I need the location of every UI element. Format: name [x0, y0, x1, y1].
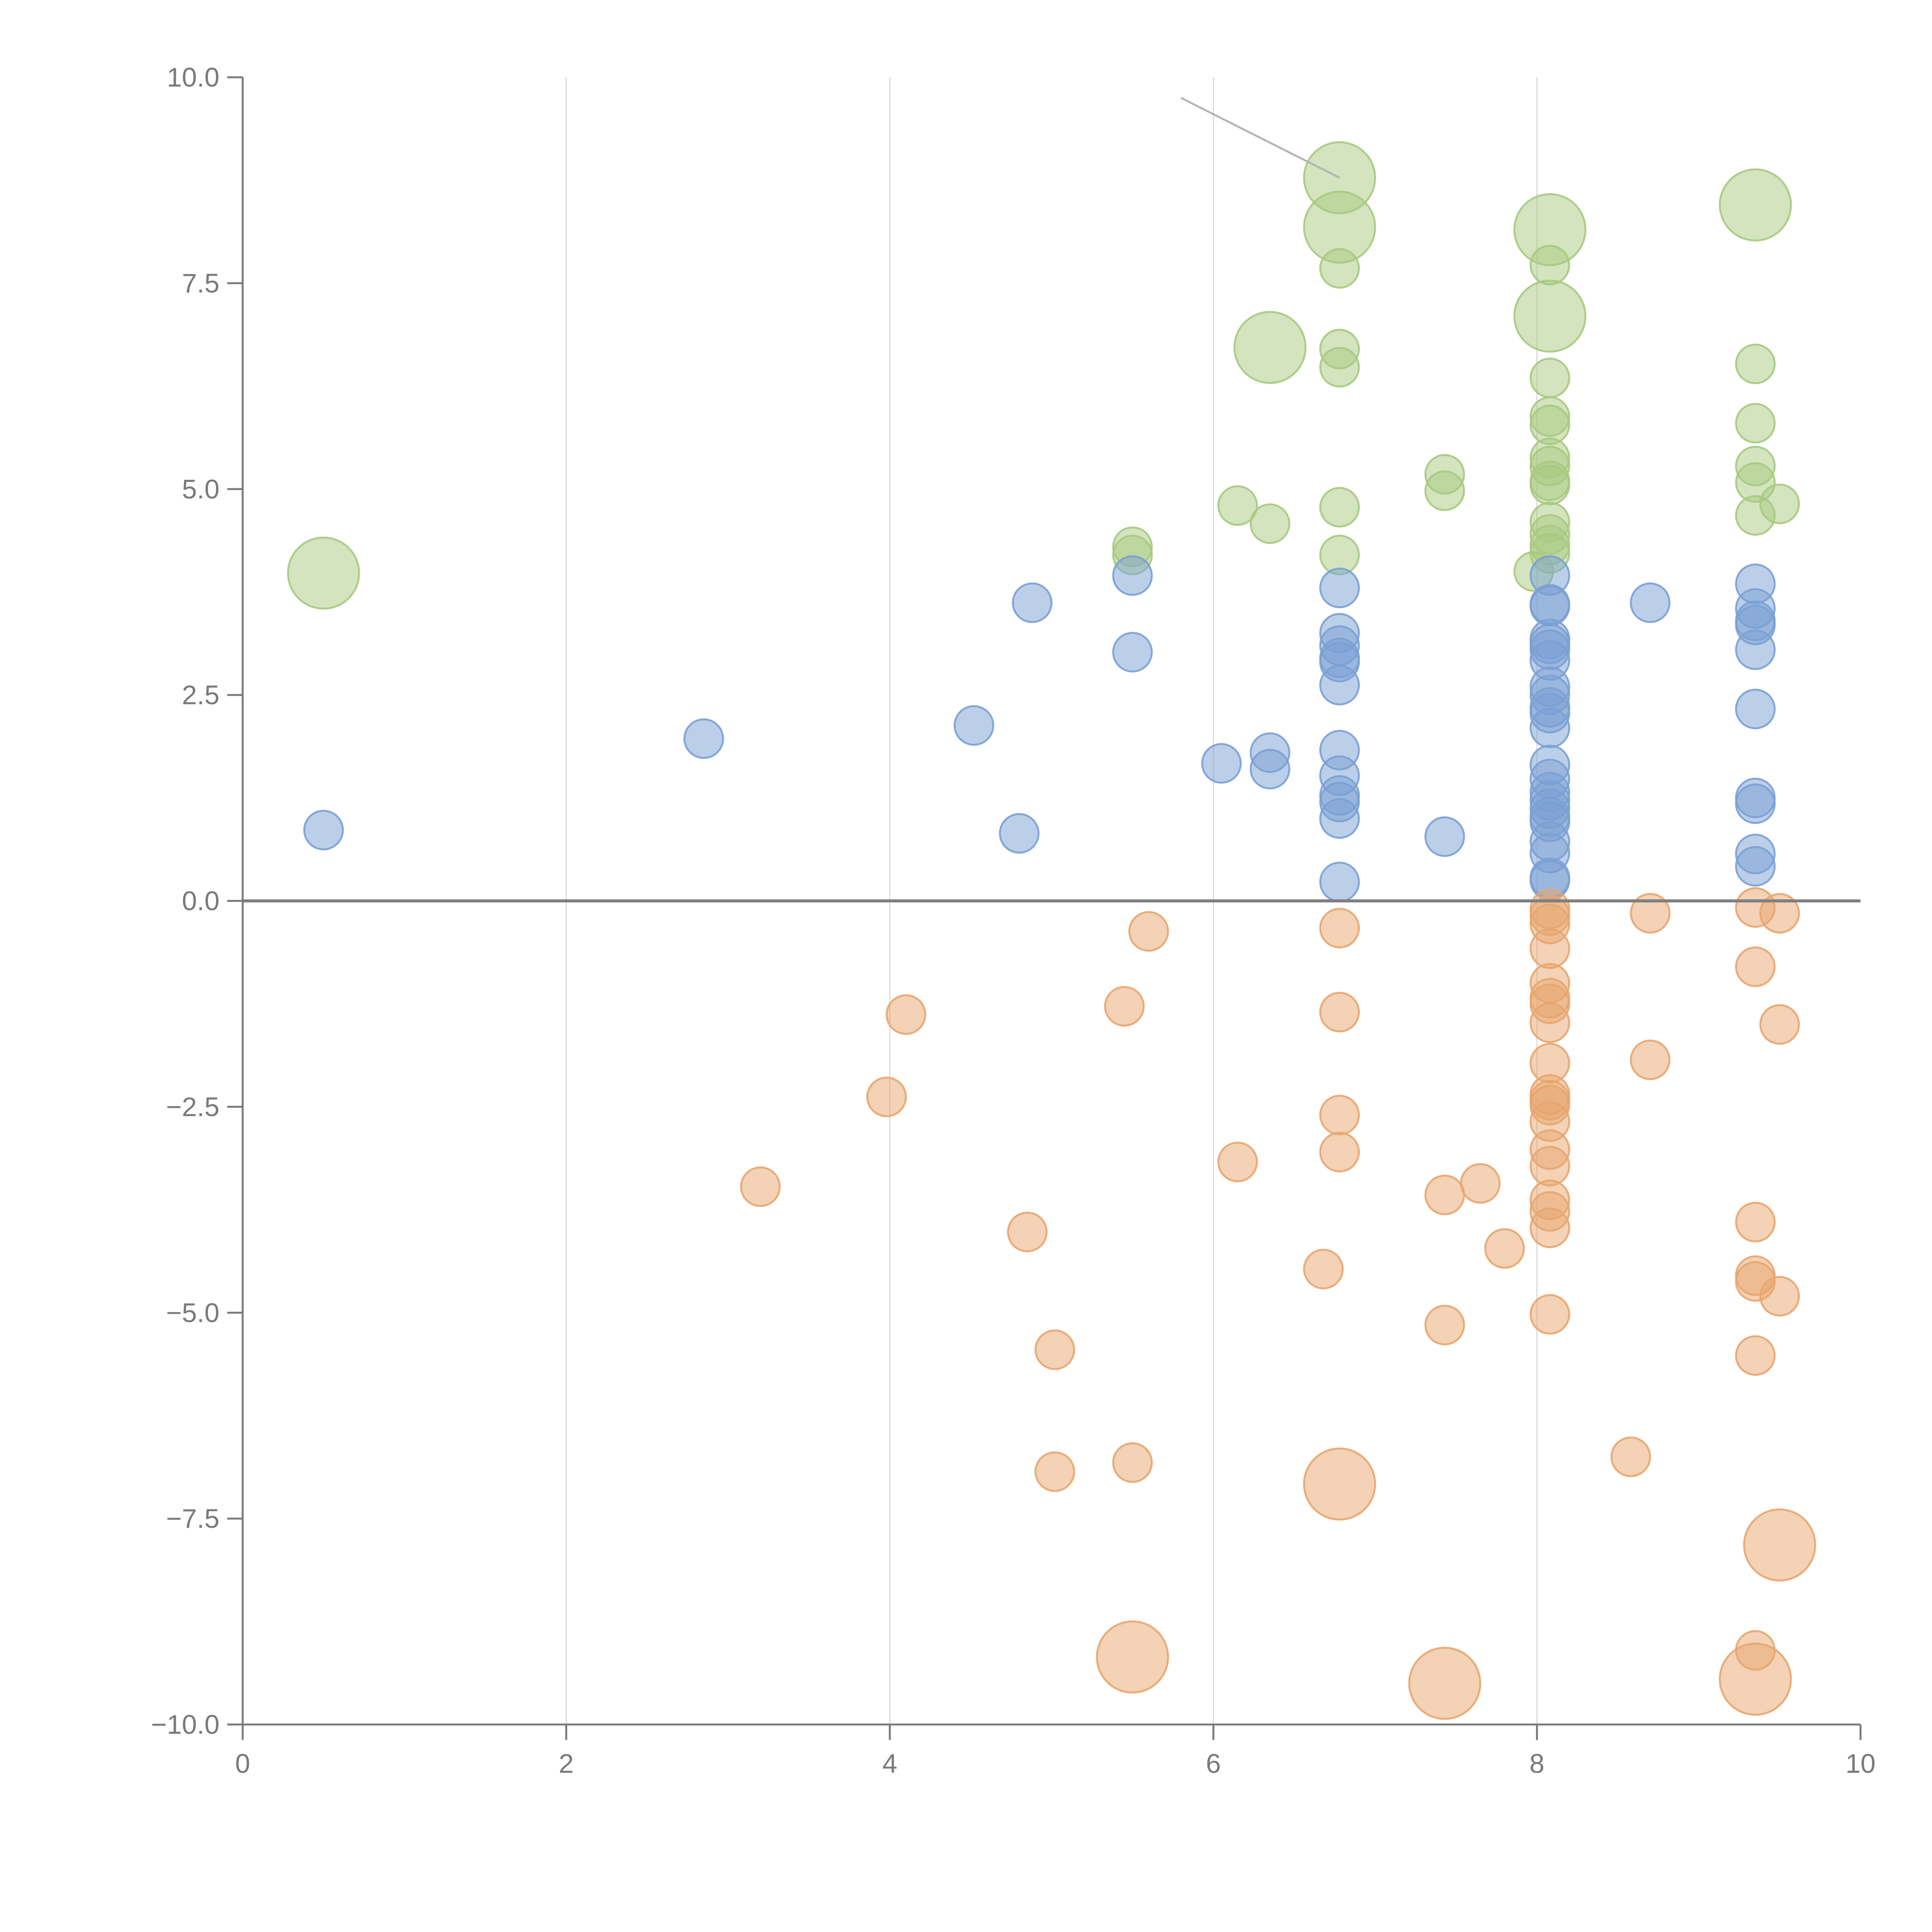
bubble-blue — [1250, 748, 1291, 789]
bubble-orange — [1759, 1004, 1800, 1045]
bubble-green — [1424, 470, 1465, 511]
bubble-orange — [886, 994, 927, 1035]
bubble-orange — [1217, 1141, 1258, 1182]
bubble-layer — [287, 141, 1816, 1720]
bubble-blue — [1319, 665, 1360, 706]
bubble-green — [1319, 248, 1360, 289]
callout-line — [1180, 97, 1340, 179]
x-tick-label: 4 — [882, 1748, 897, 1779]
bubble-orange — [1424, 1174, 1465, 1215]
bubble-orange — [740, 1166, 781, 1207]
bubble-green — [1735, 344, 1776, 384]
bubble-orange — [1460, 1163, 1501, 1204]
bubble-orange — [1759, 1276, 1800, 1317]
bubble-blue — [1319, 568, 1360, 609]
bubble-orange — [1034, 1329, 1075, 1370]
bubble-orange — [1529, 1002, 1570, 1043]
annotation-layer — [1180, 97, 1340, 179]
bubble-orange — [1630, 893, 1671, 934]
bubble-green — [1529, 464, 1570, 505]
y-tick-label: 0.0 — [182, 886, 219, 916]
bubble-orange — [1735, 1202, 1776, 1243]
bubble-orange — [1408, 1646, 1481, 1720]
bubble-green — [1233, 311, 1307, 384]
bubble-orange — [1112, 1442, 1153, 1483]
y-tick-label: 10.0 — [167, 62, 219, 92]
bubble-blue — [954, 705, 995, 746]
bubble-blue — [999, 813, 1040, 854]
bubble-orange — [1424, 1304, 1465, 1345]
y-tick-label: 7.5 — [182, 268, 219, 298]
bubble-blue — [303, 810, 344, 850]
bubble-orange — [1735, 1335, 1776, 1376]
x-tick-label: 10 — [1845, 1748, 1876, 1779]
bubble-orange — [1303, 1447, 1376, 1521]
bubble-green — [1529, 357, 1570, 398]
bubble-blue — [1112, 555, 1153, 596]
bubble-green — [1250, 503, 1291, 544]
bubble-green — [1319, 347, 1360, 388]
bubble-orange — [1630, 1039, 1671, 1080]
bubble-orange — [866, 1077, 907, 1117]
bubble-green — [1217, 485, 1258, 526]
bubble-blue — [1319, 798, 1360, 839]
bubble-orange — [1735, 946, 1776, 987]
x-tick-label: 2 — [559, 1748, 574, 1779]
bubble-blue — [1319, 861, 1360, 902]
bubble-blue — [1735, 846, 1776, 887]
bubble-orange — [1529, 928, 1570, 969]
bubble-orange — [1096, 1620, 1169, 1694]
bubble-blue — [1735, 689, 1776, 730]
bubble-blue — [1112, 632, 1153, 673]
bubble-orange — [1719, 1643, 1792, 1716]
bubble-orange — [1034, 1451, 1075, 1492]
y-tick-label: 5.0 — [182, 474, 219, 504]
bubble-orange — [1319, 992, 1360, 1032]
y-tick-label: −2.5 — [166, 1092, 219, 1122]
y-tick-label: −5.0 — [166, 1298, 219, 1328]
bubble-green — [1529, 245, 1570, 286]
bubble-green — [1735, 403, 1776, 444]
bubble-green — [1759, 483, 1800, 524]
bubble-green — [1319, 487, 1360, 528]
bubble-orange — [1484, 1228, 1525, 1269]
bubble-blue — [1201, 743, 1242, 784]
bubble-orange — [1007, 1211, 1048, 1252]
bubble-blue — [683, 718, 724, 759]
bubble-orange — [1319, 1095, 1360, 1136]
bubble-orange — [1759, 893, 1800, 934]
bubble-blue — [1529, 707, 1570, 748]
bubble-green — [287, 536, 360, 610]
bubble-orange — [1303, 1248, 1344, 1289]
bubble-orange — [1743, 1508, 1816, 1582]
bubble-orange — [1610, 1436, 1651, 1477]
bubble-orange — [1104, 986, 1145, 1027]
axes-layer: −10.0 −7.5 −5.0 −2.5 0.0 2.5 5.0 7.5 10.0 0 2 4 6 8 10 — [151, 62, 1876, 1779]
x-tick-label: 8 — [1529, 1748, 1544, 1779]
y-tick-label: −10.0 — [151, 1709, 219, 1740]
bubble-green — [1719, 168, 1792, 242]
bubble-blue — [1735, 783, 1776, 824]
bubble-orange — [1319, 1132, 1360, 1173]
y-tick-label: −7.5 — [166, 1503, 219, 1534]
bubble-orange — [1128, 911, 1169, 952]
bubble-blue — [1630, 582, 1671, 623]
bubble-blue — [1424, 816, 1465, 857]
bubble-blue — [1735, 629, 1776, 670]
bubble-blue — [1012, 582, 1053, 623]
x-tick-label: 0 — [235, 1748, 250, 1779]
x-tick-label: 6 — [1206, 1748, 1221, 1779]
y-tick-label: 2.5 — [182, 680, 219, 710]
bubble-orange — [1529, 1294, 1570, 1335]
bubble-orange — [1319, 908, 1360, 949]
bubble-orange — [1529, 1208, 1570, 1248]
bubble-green — [1513, 279, 1587, 353]
